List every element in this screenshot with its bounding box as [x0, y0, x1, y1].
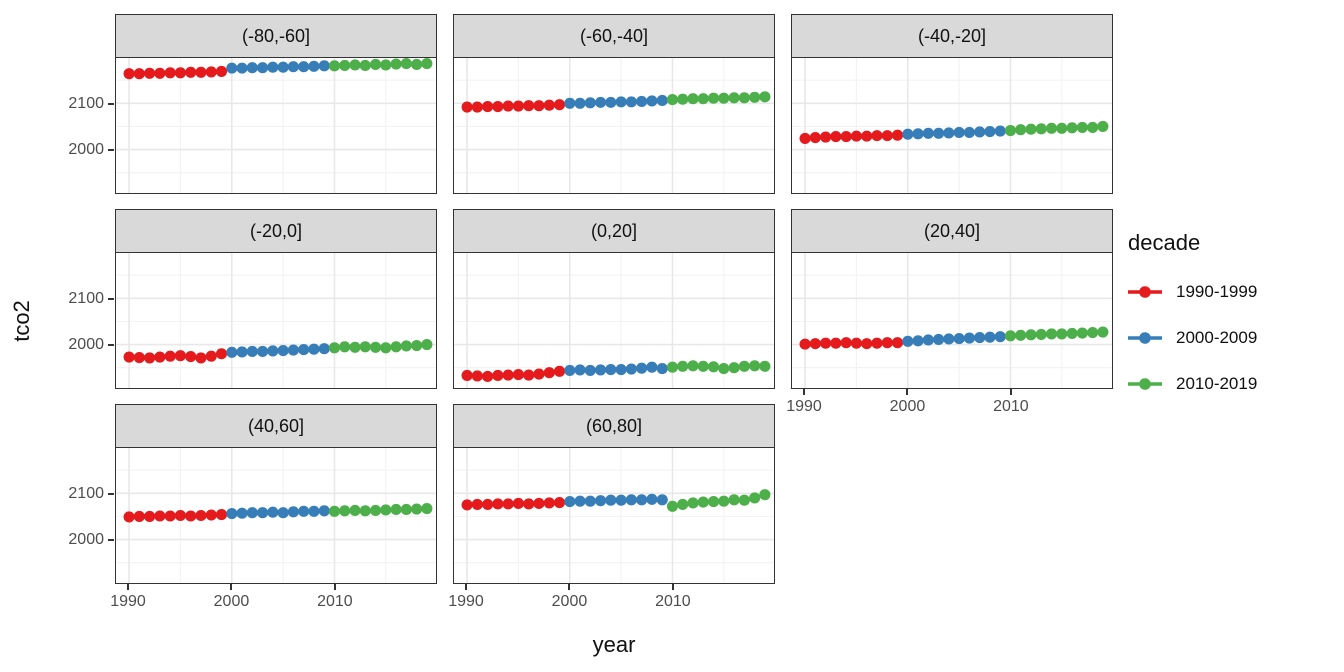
legend: decade 1990-1999 2000-2009 2010-2019: [1128, 230, 1338, 418]
y-axis-title: tco2: [9, 300, 34, 342]
x-tick-mark: [333, 584, 336, 590]
legend-title: decade: [1128, 230, 1201, 255]
y-tick-label: 2100: [68, 289, 104, 307]
facet-panel: [115, 448, 437, 584]
facet-panel: [791, 253, 1113, 389]
x-tick-mark: [568, 584, 571, 590]
y-tick-mark: [108, 149, 114, 152]
facet-strip-label: (60,80]: [453, 404, 775, 448]
facet-panel: [115, 58, 437, 194]
x-tick-label: 1990: [448, 593, 484, 610]
facet-(20,40]: (20,40]: [791, 209, 1113, 389]
facet-strip-label: (-20,0]: [115, 209, 437, 253]
legend-key-green-icon: [1128, 378, 1162, 390]
facet-(40,60]: (40,60]: [115, 404, 437, 584]
facet-strip-label: (-60,-40]: [453, 14, 775, 58]
x-tick-label: 2000: [213, 593, 250, 610]
facet-strip-label: (-40,-20]: [791, 14, 1113, 58]
y-tick-mark: [108, 492, 114, 495]
x-tick-mark: [671, 584, 674, 590]
legend-key-blue-icon: [1128, 332, 1162, 344]
legend-key-red-icon: [1128, 286, 1162, 298]
legend-item-2010-2019: 2010-2019: [1128, 372, 1338, 396]
y-tick-mark: [108, 102, 114, 105]
facet-strip-label: (0,20]: [453, 209, 775, 253]
y-tick-mark: [108, 539, 114, 542]
facet-(-40,-20]: (-40,-20]: [791, 14, 1113, 194]
x-tick-label: 2010: [317, 593, 353, 610]
facet-panel: [115, 253, 437, 389]
y-tick-label: 2000: [68, 141, 104, 159]
x-tick-mark: [803, 389, 805, 395]
y-tick-label: 2000: [68, 531, 104, 549]
x-tick-mark: [1009, 389, 1012, 395]
x-axis-title: year: [592, 632, 636, 657]
legend-item-2000-2009: 2000-2009: [1128, 326, 1338, 350]
legend-label: 2010-2019: [1176, 374, 1258, 393]
y-tick-label: 2100: [68, 484, 104, 502]
legend-label: 1990-1999: [1176, 282, 1258, 301]
facet-strip-label: (40,60]: [115, 404, 437, 448]
facet-panel: [453, 253, 775, 389]
facet-panel: [453, 448, 775, 584]
facet-panel: [791, 58, 1113, 194]
y-tick-mark: [108, 297, 114, 300]
facet-panel: [453, 58, 775, 194]
facet-(-60,-40]: (-60,-40]: [453, 14, 775, 194]
x-tick-mark: [230, 584, 233, 590]
facet-(0,20]: (0,20]: [453, 209, 775, 389]
x-tick-label: 2000: [551, 593, 588, 610]
facet-(60,80]: (60,80]: [453, 404, 775, 584]
facet-(-20,0]: (-20,0]: [115, 209, 437, 389]
x-tick-label: 2000: [889, 398, 926, 415]
x-tick-label: 2010: [655, 593, 691, 610]
x-tick-label: 1990: [786, 398, 822, 415]
x-tick-mark: [127, 584, 129, 590]
facet-strip-label: (20,40]: [791, 209, 1113, 253]
y-tick-label: 2100: [68, 94, 104, 112]
x-tick-mark: [906, 389, 909, 395]
x-tick-label: 1990: [110, 593, 146, 610]
x-tick-mark: [465, 584, 467, 590]
y-tick-mark: [108, 344, 114, 347]
y-tick-label: 2000: [68, 336, 104, 354]
legend-item-1990-1999: 1990-1999: [1128, 280, 1338, 304]
facet-strip-label: (-80,-60]: [115, 14, 437, 58]
x-tick-label: 2010: [993, 398, 1029, 415]
facet-(-80,-60]: (-80,-60]: [115, 14, 437, 194]
legend-label: 2000-2009: [1176, 328, 1258, 347]
